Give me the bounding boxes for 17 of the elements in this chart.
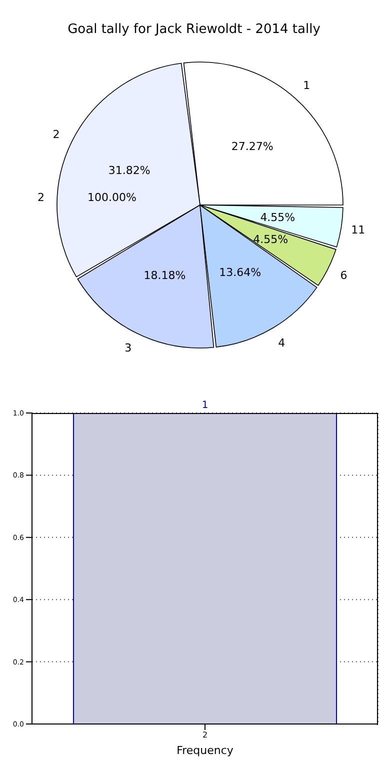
chart-title: Goal tally for Jack Riewoldt - 2014 tally	[66, 22, 322, 37]
data-label: 13.64%	[219, 266, 262, 280]
data-label: 18.18%	[144, 268, 186, 282]
slice-label: 1	[303, 78, 310, 92]
data-label: 1	[202, 400, 208, 411]
data-label: 4.55%	[253, 233, 288, 246]
x-axis-title: Frequency	[176, 744, 234, 757]
text: 100.00%	[86, 191, 138, 205]
data-label: 27.27%	[231, 140, 274, 153]
slice-label: 6	[340, 269, 348, 282]
data-label: 4.55%	[260, 210, 296, 224]
data-label: 31.82%	[108, 164, 150, 177]
slice-label: 2	[36, 191, 46, 205]
slice-label: 2	[52, 128, 60, 141]
slice-label: 4	[278, 336, 286, 350]
slice-label: 11	[351, 224, 366, 237]
slice-label: 3	[124, 342, 132, 355]
